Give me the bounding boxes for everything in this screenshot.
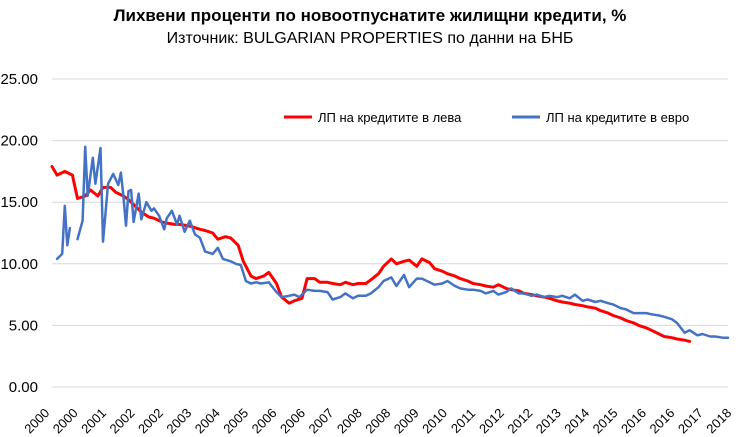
chart-subtitle: Източник: BULGARIAN PROPERTIES по данни … (166, 30, 574, 47)
x-tick-label: 2008 (334, 405, 365, 436)
x-tick-label: 2002 (107, 405, 138, 436)
x-tick-label: 2002 (135, 405, 166, 436)
x-tick-label: 2009 (391, 405, 422, 436)
series-line-lev (50, 165, 692, 343)
legend-label-eur: ЛП на кредитите в евро (546, 110, 689, 125)
y-tick-label: 25.00 (0, 71, 38, 88)
x-tick-label: 2008 (362, 405, 393, 436)
x-tick-label: 2016 (618, 405, 649, 436)
x-tick-label: 2012 (504, 405, 535, 436)
x-tick-label: 2018 (703, 405, 734, 436)
series-line-eur-segment-0 (55, 204, 72, 261)
x-tick-label: 2014 (561, 405, 592, 436)
y-tick-label: 0.00 (9, 379, 38, 396)
series-line-eur-segment-1 (76, 145, 730, 339)
y-tick-label: 20.00 (0, 133, 38, 150)
x-tick-label: 2013 (533, 405, 564, 436)
y-axis-ticks: 0.00 5.00 10.00 15.00 20.00 25.00 (0, 71, 38, 396)
x-tick-label: 2010 (419, 405, 450, 436)
x-tick-label: 2000 (50, 405, 81, 436)
series-lines (50, 145, 730, 343)
x-tick-label: 2006 (277, 405, 308, 436)
chart-title: Лихвени проценти по новоотпуснатите жили… (113, 6, 627, 25)
x-tick-label: 2011 (448, 406, 478, 436)
x-tick-label: 2000 (21, 405, 52, 436)
legend: ЛП на кредитите в лева ЛП на кредитите в… (284, 110, 689, 125)
x-tick-label: 2004 (192, 405, 223, 436)
gridlines (52, 78, 728, 388)
x-tick-label: 2017 (675, 405, 706, 436)
y-tick-label: 15.00 (0, 194, 38, 211)
x-tick-label: 2016 (646, 405, 677, 436)
legend-label-lev: ЛП на кредитите в лева (318, 110, 462, 125)
y-tick-label: 10.00 (0, 256, 38, 273)
x-tick-label: 2003 (163, 405, 194, 436)
x-axis-ticks: 2000200020012002200220032004200520062006… (21, 405, 734, 436)
x-tick-label: 2006 (249, 405, 280, 436)
x-tick-label: 2012 (476, 405, 507, 436)
x-tick-label: 2005 (220, 405, 251, 436)
x-tick-label: 2015 (590, 405, 621, 436)
x-tick-label: 2007 (305, 405, 336, 436)
y-tick-label: 5.00 (9, 317, 38, 334)
x-tick-label: 2001 (78, 405, 109, 436)
